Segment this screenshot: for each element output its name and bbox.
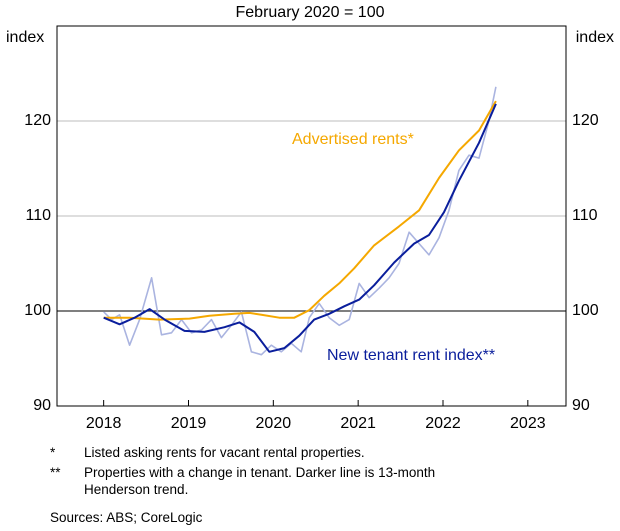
- y2-tick-label: 120: [572, 112, 599, 129]
- x-tick-label: 2023: [510, 415, 546, 432]
- y-tick-label: 110: [25, 207, 51, 224]
- note: ** Properties with a change in tenant. Da…: [50, 464, 570, 498]
- x-tick-label: 2018: [86, 415, 122, 432]
- x-tick-label: 2019: [171, 415, 207, 432]
- plot-frame: [56, 25, 567, 407]
- y-tick-label: 100: [24, 302, 51, 319]
- note-text: Properties with a change in tenant. Dark…: [84, 465, 436, 497]
- x-tick-label: 2020: [256, 415, 292, 432]
- source: Sources: ABS; CoreLogic: [50, 510, 203, 525]
- x-tick-label: 2021: [340, 415, 376, 432]
- series-label: Advertised rents*: [292, 131, 414, 148]
- note-marker: **: [50, 465, 61, 480]
- series-line: [103, 86, 497, 356]
- note: * Listed asking rents for vacant rental p…: [50, 444, 570, 461]
- y-axis-label: index: [6, 29, 44, 46]
- y-tick-label: 90: [33, 397, 51, 414]
- note-text: Listed asking rents for vacant rental pr…: [84, 445, 365, 460]
- series-line: [103, 103, 497, 353]
- y-tick-label: 120: [24, 112, 51, 129]
- series-label: New tenant rent index**: [327, 347, 495, 364]
- note-marker: *: [50, 445, 56, 460]
- notes: * Listed asking rents for vacant rental p…: [50, 444, 570, 501]
- x-tick-label: 2022: [425, 415, 461, 432]
- y2-tick-label: 110: [572, 207, 598, 224]
- series-line: [103, 100, 497, 321]
- y2-tick-label: 100: [572, 302, 599, 319]
- y2-tick-label: 90: [572, 397, 590, 414]
- y2-axis-label: index: [576, 29, 614, 46]
- chart: February 2020 = 100 index index 90 90 100 1…: [6, 4, 614, 432]
- chart-title: February 2020 = 100: [236, 4, 385, 21]
